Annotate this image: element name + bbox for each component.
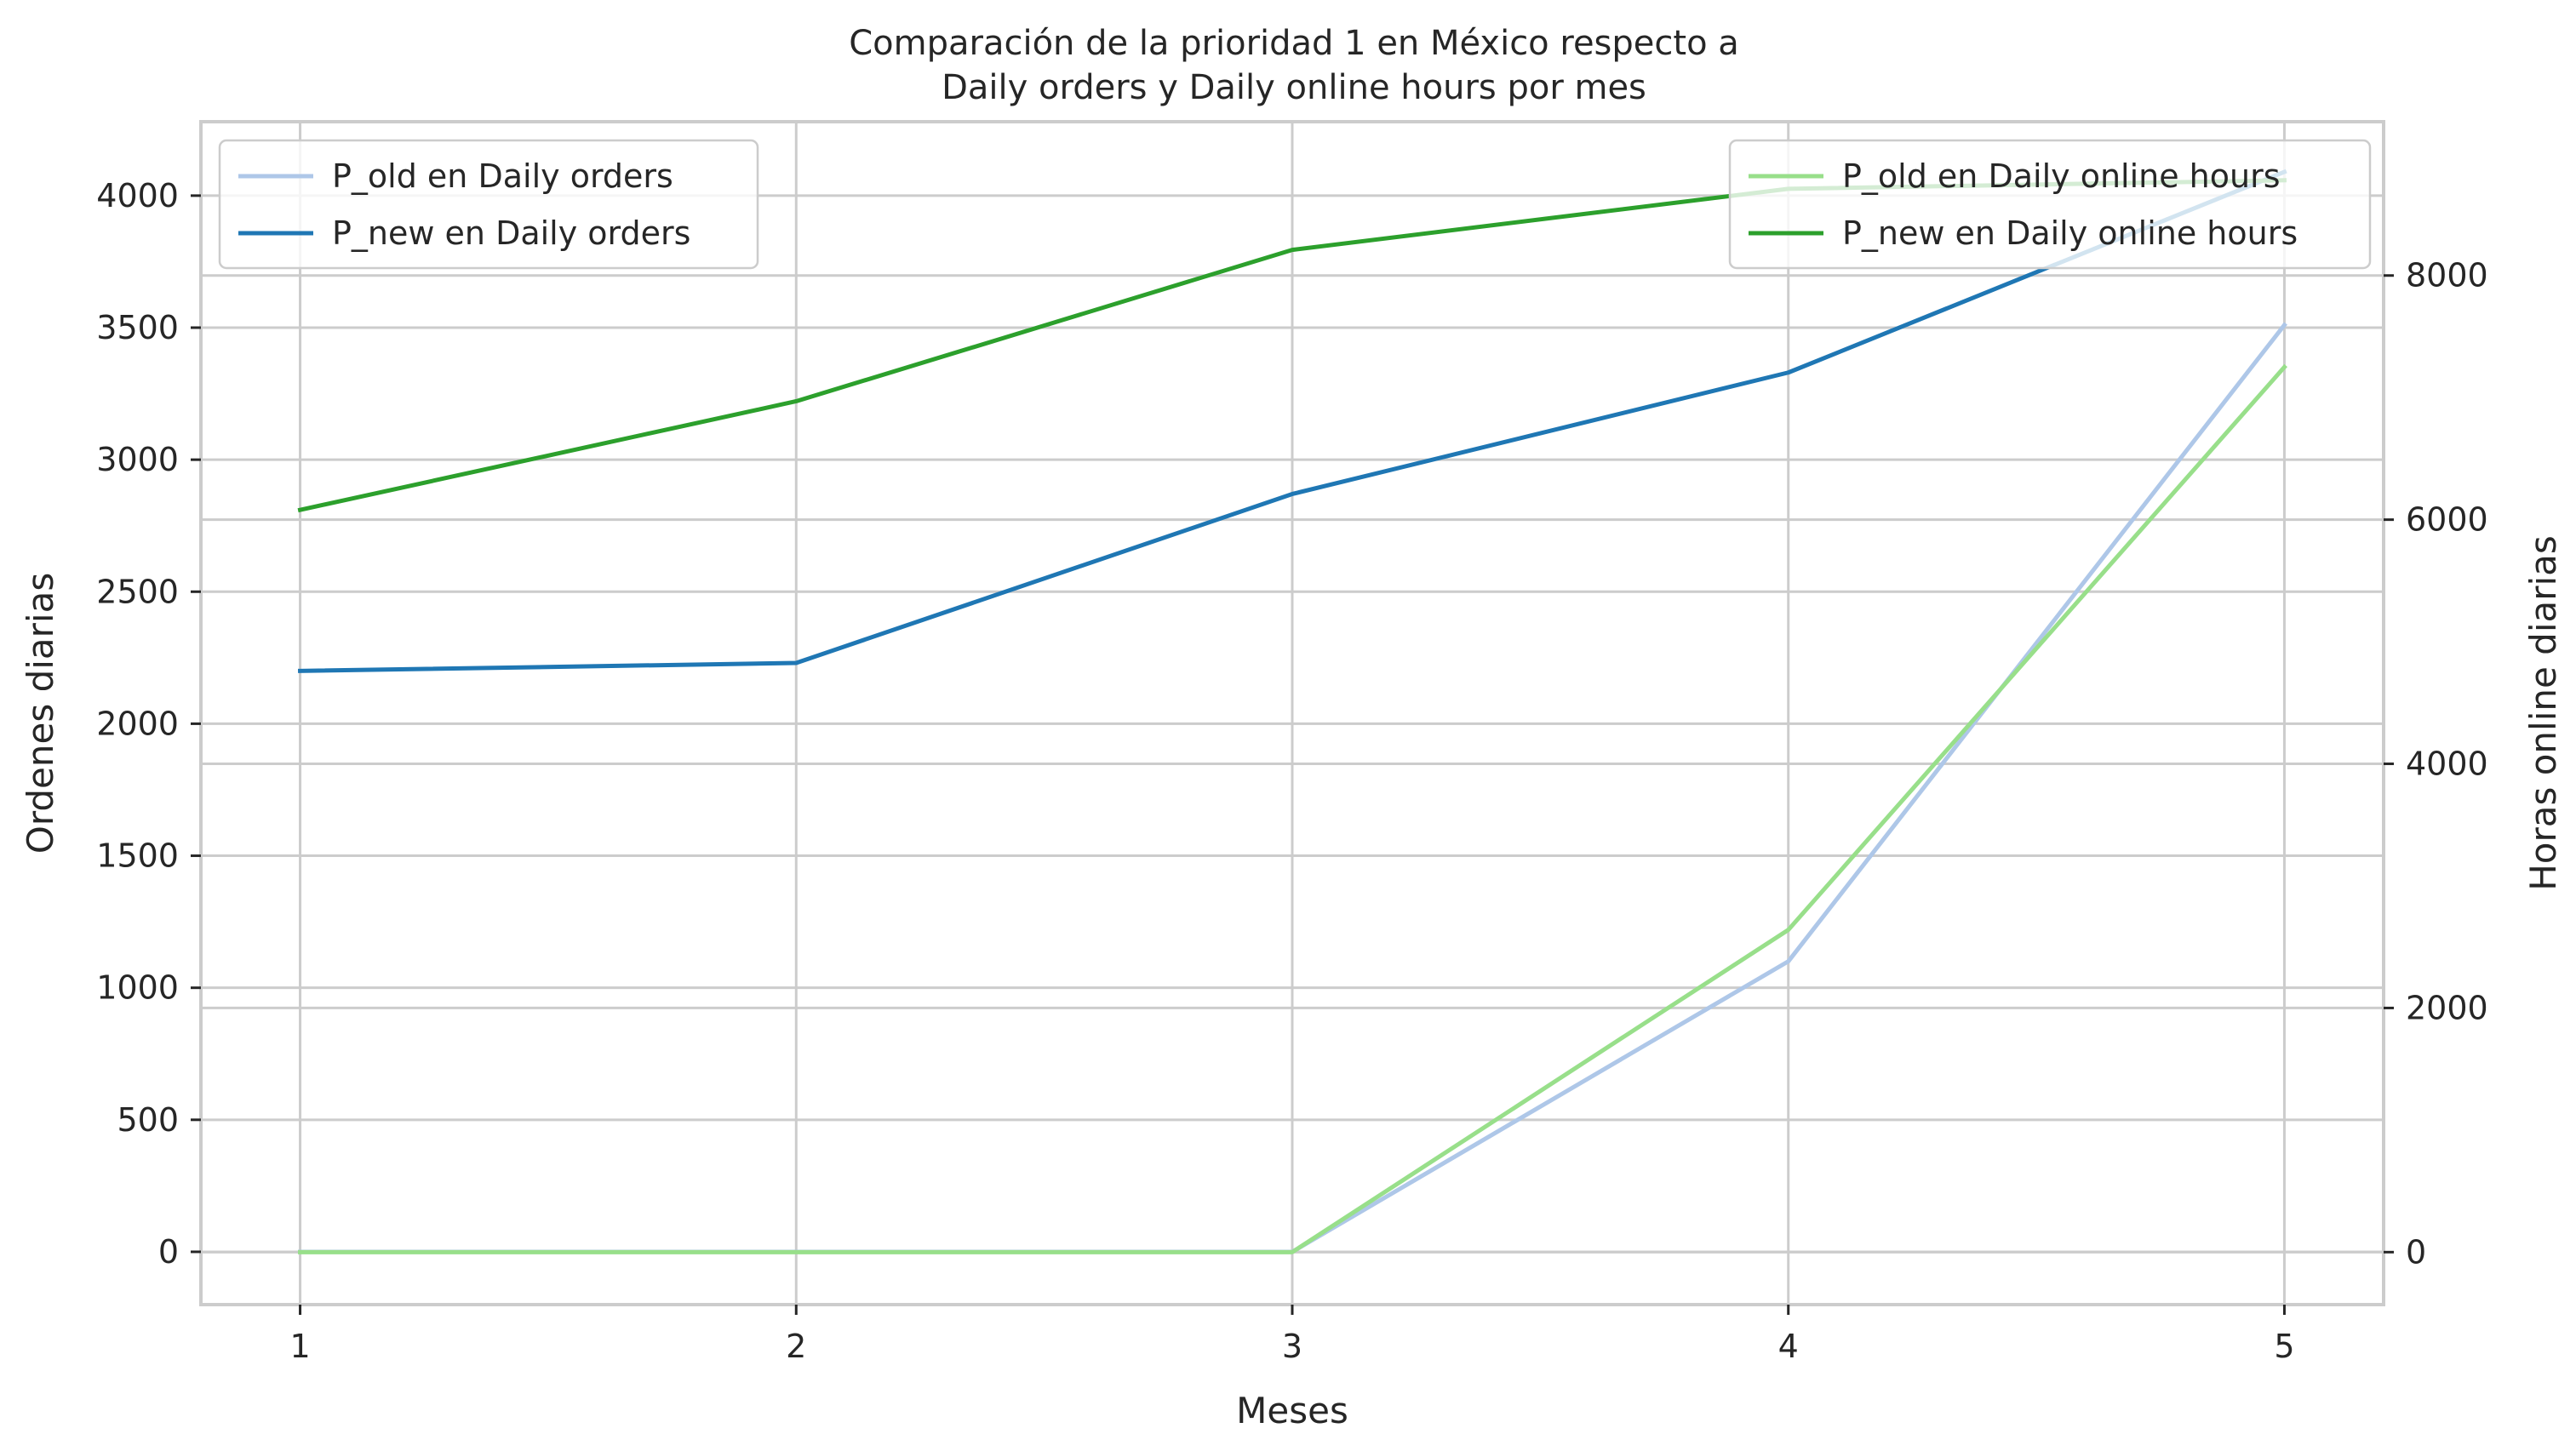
axis-ticks: 1 2 3 4 5 0 500 1000 1500 2000 2500 3000 3500 4000 0 20… bbox=[96, 177, 2487, 1365]
x-axis-label: Meses bbox=[1236, 1390, 1348, 1431]
x-tick-label: 2 bbox=[786, 1328, 806, 1365]
y2-tick-label: 4000 bbox=[2406, 745, 2488, 783]
x-tick-label: 5 bbox=[2274, 1328, 2294, 1365]
series-line-2 bbox=[298, 363, 2287, 1254]
y-tick-label: 3000 bbox=[96, 441, 179, 478]
legend-label: P_new en Daily orders bbox=[332, 214, 690, 252]
legend-label: P_new en Daily online hours bbox=[1842, 214, 2298, 252]
legend-upper-left: P_old en Daily orders P_new en Daily orde… bbox=[218, 139, 759, 270]
y-tick-label: 1500 bbox=[96, 837, 179, 875]
y-tick-label: 1000 bbox=[96, 969, 179, 1007]
legend-upper-right: P_old en Daily online hours P_new en Dail… bbox=[1728, 139, 2372, 270]
y-tick-label: 2000 bbox=[96, 705, 179, 742]
y-tick-label: 2500 bbox=[96, 573, 179, 610]
chart-title: Comparación de la prioridad 1 en México … bbox=[849, 24, 1739, 107]
x-tick-label: 3 bbox=[1282, 1328, 1302, 1365]
y-tick-label: 0 bbox=[158, 1233, 179, 1271]
chart-title-line-2: Daily orders y Daily online hours por me… bbox=[942, 68, 1646, 107]
y-tick-label: 4000 bbox=[96, 177, 179, 214]
y-axis-label: Ordenes diarias bbox=[20, 573, 61, 854]
y2-tick-label: 2000 bbox=[2406, 989, 2488, 1026]
y2-tick-label: 8000 bbox=[2406, 257, 2488, 294]
chart-title-line-1: Comparación de la prioridad 1 en México … bbox=[849, 24, 1739, 63]
legends: P_old en Daily orders P_new en Daily orde… bbox=[218, 139, 2372, 270]
y2-tick-label: 0 bbox=[2406, 1233, 2426, 1271]
y2-axis-label: Horas online diarias bbox=[2522, 535, 2564, 891]
legend-label: P_old en Daily online hours bbox=[1842, 157, 2281, 195]
y-tick-label: 500 bbox=[117, 1101, 179, 1139]
legend-frame bbox=[218, 139, 759, 270]
x-tick-label: 1 bbox=[289, 1328, 310, 1365]
legend-frame bbox=[1728, 139, 2372, 270]
x-tick-label: 4 bbox=[1778, 1328, 1799, 1365]
series-line-1 bbox=[298, 169, 2287, 673]
y-tick-label: 3500 bbox=[96, 309, 179, 346]
y2-tick-label: 6000 bbox=[2406, 501, 2488, 539]
grid bbox=[201, 122, 2384, 1305]
legend-label: P_old en Daily orders bbox=[332, 157, 673, 195]
